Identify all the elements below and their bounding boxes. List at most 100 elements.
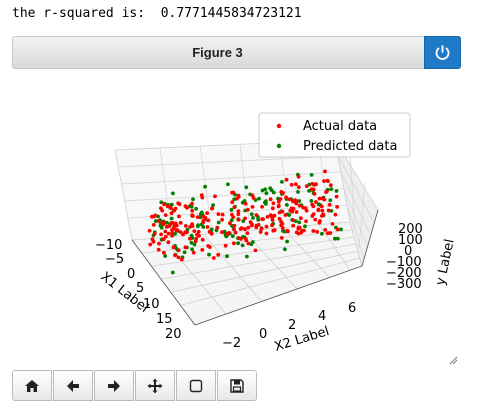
scatter-point [153, 219, 158, 224]
scatter-point [257, 196, 261, 201]
scatter-point [166, 231, 171, 236]
figure-header: Figure 3 [12, 36, 461, 69]
scatter-point [264, 199, 268, 204]
scatter-point [176, 255, 181, 260]
scatter-point [236, 212, 241, 217]
scatter-point [259, 226, 264, 231]
scatter-point [170, 228, 174, 232]
scatter-point [190, 208, 195, 213]
scatter-point [264, 191, 269, 196]
scatter-point [244, 185, 249, 190]
scatter-point [199, 193, 204, 197]
scatter-point [304, 184, 309, 188]
save-button[interactable] [217, 370, 257, 401]
scatter-point [301, 205, 306, 210]
scatter-point [299, 216, 303, 221]
power-icon [435, 45, 450, 60]
scatter-point [309, 199, 314, 203]
scatter-point [334, 194, 339, 199]
scatter-point [264, 224, 269, 229]
x1-tick-labels: −10 −5 0 5 10 15 20 [95, 238, 182, 342]
scatter-point [293, 182, 298, 187]
scatter-point [197, 234, 201, 238]
scatter-point [239, 237, 243, 241]
scatter-point [256, 223, 261, 227]
scatter-point [294, 199, 299, 204]
scatter-point [153, 213, 158, 218]
scatter-point [317, 196, 322, 201]
scatter-point [296, 185, 301, 190]
scatter-point [264, 202, 268, 206]
scatter-point [183, 245, 188, 250]
scatter-point [321, 212, 325, 217]
home-button[interactable] [12, 370, 52, 401]
x2-tick: 6 [348, 301, 356, 316]
scatter-point [220, 230, 224, 235]
scatter-point [191, 250, 196, 255]
scatter-point [313, 217, 318, 222]
legend-label-actual: Actual data [303, 119, 377, 134]
scatter-point [335, 227, 340, 232]
scatter-point [297, 220, 302, 225]
z-tick: 100 [398, 233, 423, 248]
scatter-point [248, 220, 253, 225]
pan-button[interactable] [135, 370, 175, 401]
scatter-point [287, 213, 292, 217]
scatter-point [270, 206, 275, 211]
plot-canvas[interactable]: −10 −5 0 5 10 15 20 X1 Label −2 0 2 4 6 … [0, 70, 477, 370]
scatter-point [183, 224, 188, 228]
scatter-point [290, 209, 295, 214]
scatter-point [271, 201, 276, 206]
scatter-point [250, 205, 255, 209]
scatter-point [297, 203, 302, 208]
scatter-point [320, 208, 325, 213]
scatter-point [241, 219, 246, 224]
scatter-point [220, 217, 225, 222]
scatter-point [178, 230, 183, 235]
scatter-point [333, 212, 338, 217]
scatter-point [193, 239, 198, 244]
scatter-point [296, 174, 301, 179]
back-button[interactable] [53, 370, 93, 401]
scatter-point [330, 222, 335, 226]
scatter-point [208, 245, 212, 250]
scatter-point [220, 212, 225, 217]
scatter-point [296, 190, 300, 194]
scatter-point [325, 231, 330, 236]
scatter-point [169, 211, 174, 216]
x1-tick: 5 [136, 281, 144, 296]
zoom-button[interactable] [176, 370, 216, 401]
scatter-point [335, 205, 339, 209]
scatter-point [169, 206, 173, 211]
scatter-point [216, 252, 221, 257]
scatter-point [195, 215, 200, 220]
scatter-point [177, 214, 181, 219]
scatter-point [245, 231, 250, 236]
scatter-point [236, 194, 241, 199]
scatter-point [240, 200, 245, 205]
scatter-point [294, 210, 299, 214]
scatter-point [287, 197, 292, 202]
scatter-point [147, 228, 152, 233]
scatter-point [165, 220, 169, 225]
x2-tick: 0 [259, 327, 267, 342]
scatter-point [182, 250, 187, 255]
scatter-point [151, 223, 156, 227]
x2-tick: −2 [222, 336, 241, 351]
scatter-point [162, 202, 167, 207]
scatter-point [250, 193, 255, 198]
scatter-point [189, 240, 194, 245]
scatter-point [293, 219, 298, 224]
z-tick: 0 [404, 244, 412, 259]
scatter-point [191, 197, 195, 202]
x1-tick: 15 [156, 312, 173, 327]
scatter-point [268, 197, 273, 202]
scatter-point [162, 220, 167, 225]
close-figure-button[interactable] [424, 36, 461, 69]
resize-handle[interactable] [449, 356, 458, 365]
scatter-point [205, 211, 210, 216]
scatter-point [280, 180, 284, 184]
forward-button[interactable] [94, 370, 134, 401]
scatter-point [203, 215, 208, 220]
scatter-point [284, 195, 288, 200]
